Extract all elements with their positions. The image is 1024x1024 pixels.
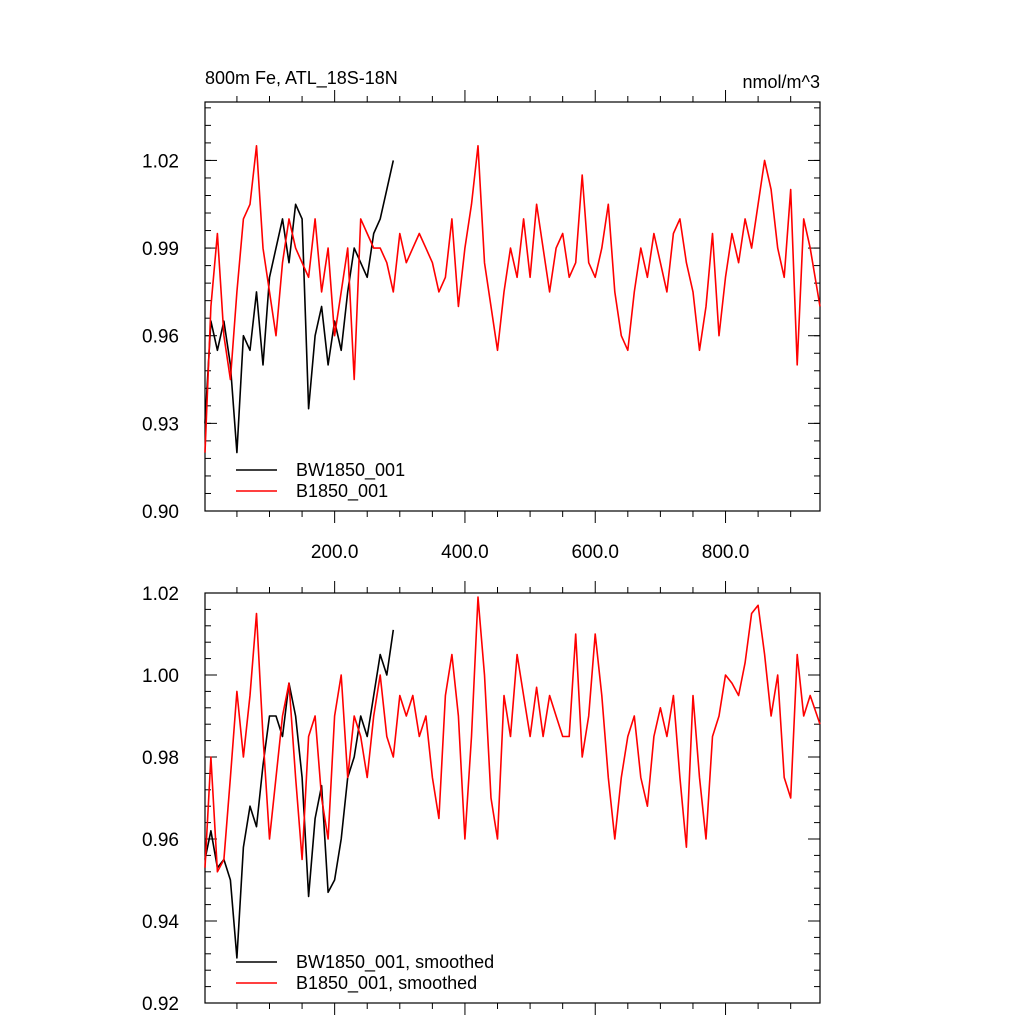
- series-line-bw1850-001-smoothed: [204, 629, 395, 959]
- top-ytick-label: 0.99: [142, 239, 179, 260]
- top-xtick-label: 600.0: [571, 542, 619, 563]
- bottom-ytick-label: 0.96: [142, 830, 179, 851]
- bottom-ytick-label: 1.02: [142, 584, 179, 605]
- top-ytick-label: 0.90: [142, 502, 179, 523]
- top-xtick-label: 400.0: [441, 542, 489, 563]
- bottom-axis-ticks: 0.92 0.94 0.96 0.98 1.00 1.02: [142, 581, 820, 1015]
- bottom-ytick-label: 0.92: [142, 994, 179, 1015]
- legend-label: B1850_001, smoothed: [296, 973, 477, 994]
- bottom-ytick-label: 0.98: [142, 748, 179, 769]
- top-ytick-label: 0.96: [142, 327, 179, 348]
- legend-label: BW1850_001, smoothed: [296, 952, 494, 973]
- top-xtick-label: 800.0: [702, 542, 750, 563]
- top-ytick-label: 1.02: [142, 151, 179, 172]
- legend-label: BW1850_001: [296, 460, 405, 481]
- chart-title: 800m Fe, ATL_18S-18N: [205, 68, 398, 89]
- bottom-ytick-label: 0.94: [142, 912, 179, 933]
- bottom-series-group: [204, 596, 821, 959]
- top-series-group: [204, 145, 821, 454]
- top-ytick-label: 0.93: [142, 414, 179, 435]
- series-line-bw1850-001: [204, 160, 395, 454]
- bottom-plot-frame: [204, 592, 821, 1004]
- top-xtick-label: 200.0: [311, 542, 359, 563]
- chart-units: nmol/m^3: [743, 72, 820, 92]
- series-line-b1850-001-smoothed: [204, 596, 821, 873]
- top-plot-frame: [204, 101, 821, 512]
- bottom-ytick-label: 1.00: [142, 666, 179, 687]
- top-axis-ticks: 0.90 0.93 0.96 0.99 1.02 200.0 400.0 600.0 800.0: [142, 90, 820, 563]
- legend-label: B1850_001: [296, 481, 388, 502]
- series-line-b1850-001: [204, 145, 821, 453]
